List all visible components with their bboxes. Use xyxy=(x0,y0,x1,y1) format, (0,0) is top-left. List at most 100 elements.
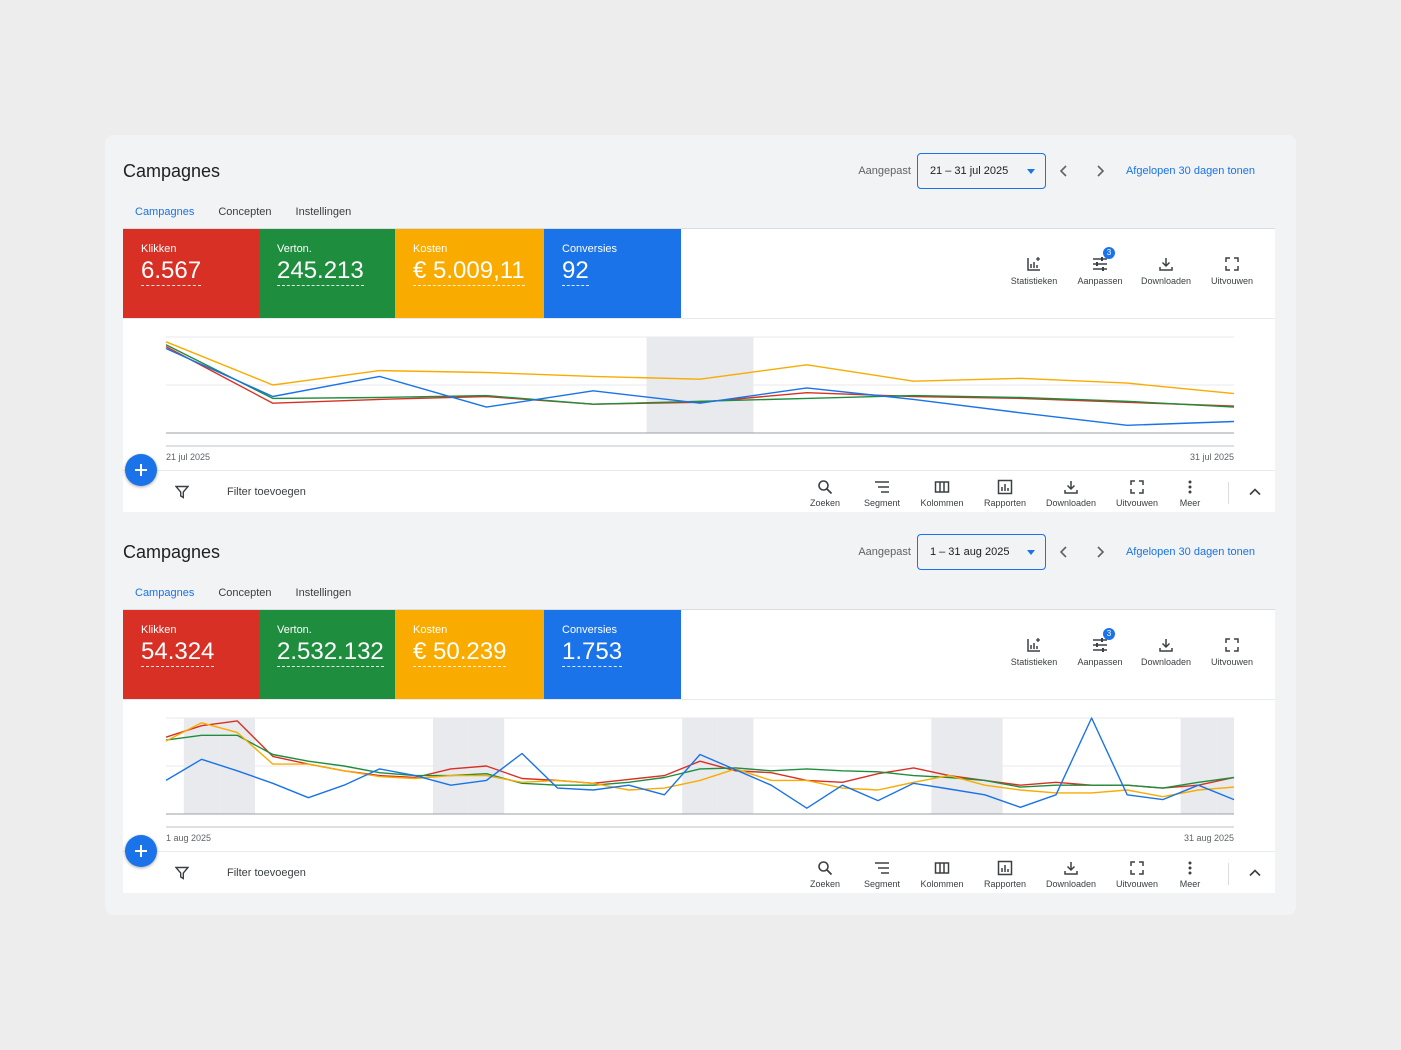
metric-label: Conversies xyxy=(562,624,618,636)
tool-label: Downloaden xyxy=(1140,657,1192,667)
next-period-button[interactable] xyxy=(1082,153,1118,189)
chevron-right-icon xyxy=(1097,165,1105,177)
expand-button[interactable]: Uitvouwen xyxy=(1199,636,1265,667)
tool-label: Downloaden xyxy=(1045,879,1097,889)
metric-label: Conversies xyxy=(562,243,618,255)
expand-button[interactable]: Uitvouwen xyxy=(1199,255,1265,286)
date-range-label: Aangepast xyxy=(858,165,911,177)
chevron-up-icon[interactable] xyxy=(1247,865,1263,881)
next-period-button[interactable] xyxy=(1082,534,1118,570)
tool-label: Aanpassen xyxy=(1077,276,1123,286)
series-line xyxy=(165,341,1235,395)
table-toolbar: Zoeken Segment Kolommen Rapporten Downlo… xyxy=(797,479,1211,508)
tab-settings[interactable]: Instellingen xyxy=(295,587,352,599)
insights-icon xyxy=(1027,257,1040,271)
tool-label: Meer xyxy=(1179,879,1201,889)
insights-button[interactable]: Statistieken xyxy=(1001,636,1067,667)
more-button[interactable]: Meer xyxy=(1169,479,1211,508)
tool-label: Statistieken xyxy=(1010,657,1058,667)
metric-card-costs[interactable]: Kosten € 50.239 xyxy=(395,610,544,699)
series-line xyxy=(165,717,1235,809)
performance-chart: 21 jul 2025 31 jul 2025 xyxy=(123,318,1275,486)
insights-button[interactable]: Statistieken xyxy=(1001,255,1067,286)
reports-icon xyxy=(997,479,1013,495)
tool-label: Kolommen xyxy=(920,879,964,889)
download-table-button[interactable]: Downloaden xyxy=(1037,479,1105,508)
tab-campaigns[interactable]: Campagnes xyxy=(123,201,206,232)
download-table-button[interactable]: Downloaden xyxy=(1037,860,1105,889)
download-button[interactable]: Downloaden xyxy=(1133,636,1199,667)
expand-icon xyxy=(1225,257,1239,271)
prev-period-button[interactable] xyxy=(1046,534,1082,570)
filter-icon[interactable] xyxy=(175,485,189,499)
add-filter-button[interactable]: Filter toevoegen xyxy=(227,486,306,498)
add-filter-button[interactable]: Filter toevoegen xyxy=(227,867,306,879)
expand-icon xyxy=(1130,480,1144,494)
plus-icon xyxy=(135,464,147,476)
date-range-select[interactable]: 1 – 31 aug 2025 xyxy=(916,534,1046,570)
metric-label: Verton. xyxy=(277,624,312,636)
download-button[interactable]: Downloaden xyxy=(1133,255,1199,286)
show-last-30-days-link[interactable]: Afgelopen 30 dagen tonen xyxy=(1125,546,1255,558)
caret-down-icon xyxy=(1026,169,1035,174)
segment-icon xyxy=(875,481,889,493)
prev-period-button[interactable] xyxy=(1046,153,1082,189)
more-vert-icon xyxy=(1188,480,1192,494)
filter-icon[interactable] xyxy=(175,866,189,880)
more-button[interactable]: Meer xyxy=(1169,860,1211,889)
chevron-left-icon xyxy=(1059,165,1067,177)
tab-campaigns[interactable]: Campagnes xyxy=(123,582,206,613)
search-button[interactable]: Zoeken xyxy=(797,479,853,508)
campaigns-panel: Campagnes Aangepast 1 – 31 aug 2025 Afge… xyxy=(123,530,1275,893)
add-fab-button[interactable] xyxy=(125,454,157,486)
search-button[interactable]: Zoeken xyxy=(797,860,853,889)
segment-button[interactable]: Segment xyxy=(853,860,911,889)
columns-button[interactable]: Kolommen xyxy=(911,479,973,508)
columns-button[interactable]: Kolommen xyxy=(911,860,973,889)
metric-card-conversions[interactable]: Conversies 92 xyxy=(544,229,681,318)
notification-badge: 3 xyxy=(1103,247,1115,259)
reports-button[interactable]: Rapporten xyxy=(973,479,1037,508)
metric-card-conversions[interactable]: Conversies 1.753 xyxy=(544,610,681,699)
add-fab-button[interactable] xyxy=(125,835,157,867)
metric-card-costs[interactable]: Kosten € 5.009,11 xyxy=(395,229,544,318)
date-range-select[interactable]: 21 – 31 jul 2025 xyxy=(916,153,1046,189)
metric-card-conversions-value[interactable]: Verton. 2.532.132 xyxy=(259,610,395,699)
segment-button[interactable]: Segment xyxy=(853,479,911,508)
metric-card-clicks[interactable]: Klikken 54.324 xyxy=(123,610,259,699)
caret-down-icon xyxy=(1026,550,1035,555)
metric-card-clicks[interactable]: Klikken 6.567 xyxy=(123,229,259,318)
download-icon xyxy=(1159,639,1173,652)
tool-label: Rapporten xyxy=(983,879,1027,889)
panel-header: Campagnes Aangepast 21 – 31 jul 2025 Afg… xyxy=(123,149,1275,201)
chevron-up-icon[interactable] xyxy=(1247,484,1263,500)
tab-concepts[interactable]: Concepten xyxy=(218,206,272,218)
tool-label: Segment xyxy=(863,498,901,508)
tool-label: Rapporten xyxy=(983,498,1027,508)
date-range-value: 1 – 31 aug 2025 xyxy=(929,546,1010,558)
metric-value: 245.213 xyxy=(277,257,364,286)
filter-bar: Filter toevoegen Zoeken Segment Kolommen… xyxy=(123,851,1275,893)
line-chart: 1 aug 2025 31 aug 2025 xyxy=(165,717,1235,843)
date-controls: Aangepast 21 – 31 jul 2025 Afgelopen 30 … xyxy=(858,153,1255,189)
adjust-button[interactable]: 3 Aanpassen xyxy=(1067,247,1133,286)
date-range-label: Aangepast xyxy=(858,546,911,558)
tab-settings[interactable]: Instellingen xyxy=(295,206,352,218)
tool-label: Statistieken xyxy=(1010,276,1058,286)
metric-value: 92 xyxy=(562,257,589,286)
metric-value: 6.567 xyxy=(141,257,202,286)
reports-button[interactable]: Rapporten xyxy=(973,860,1037,889)
tab-concepts[interactable]: Concepten xyxy=(218,587,272,599)
line-chart: 21 jul 2025 31 jul 2025 xyxy=(165,336,1235,462)
expand-table-button[interactable]: Uitvouwen xyxy=(1105,479,1169,508)
metric-card-conversions-value[interactable]: Verton. 245.213 xyxy=(259,229,395,318)
table-toolbar: Zoeken Segment Kolommen Rapporten Downlo… xyxy=(797,860,1211,889)
columns-icon xyxy=(934,862,950,874)
metric-label: Klikken xyxy=(141,624,177,636)
show-last-30-days-link[interactable]: Afgelopen 30 dagen tonen xyxy=(1125,165,1255,177)
adjust-button[interactable]: 3 Aanpassen xyxy=(1067,628,1133,667)
series-line xyxy=(165,345,1235,407)
panel-header: Campagnes Aangepast 1 – 31 aug 2025 Afge… xyxy=(123,530,1275,582)
expand-table-button[interactable]: Uitvouwen xyxy=(1105,860,1169,889)
tool-label: Downloaden xyxy=(1140,276,1192,286)
